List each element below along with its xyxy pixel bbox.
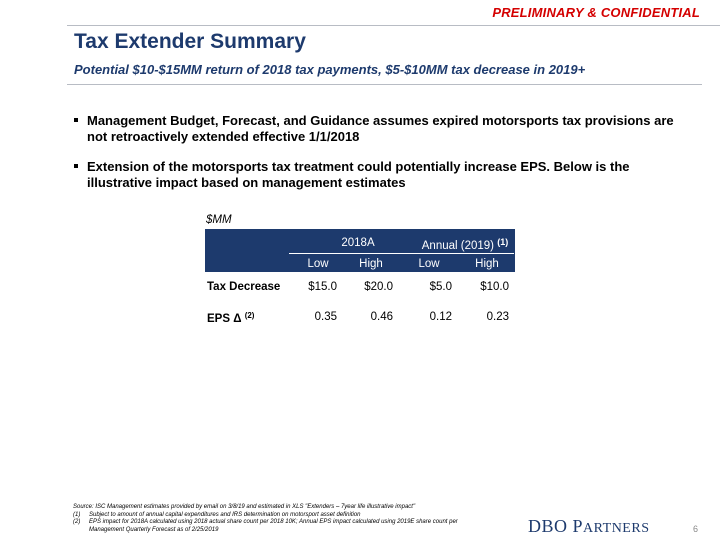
cell-value: $20.0 [364,281,393,293]
dbo-partners-logo: DBO PARTNERS [528,516,650,536]
cell-value: $5.0 [429,281,452,293]
page-subtitle: Potential $10-$15MM return of 2018 tax p… [74,62,586,77]
source-note: Source: ISC Management estimates provide… [73,504,416,510]
bullet-text: Management Budget, Forecast, and Guidanc… [87,113,674,144]
header-group-2019: Annual (2019) (1) [410,237,520,252]
footnote-ref: (1) [497,237,509,247]
subtitle-rule [67,84,702,85]
col-header-low: Low [307,258,329,270]
cell-value: 0.46 [370,311,393,323]
row-label: Tax Decrease [207,281,281,293]
col-header-high: High [359,258,383,270]
bullet-list: Management Budget, Forecast, and Guidanc… [74,113,674,205]
footnotes: Source: ISC Management estimates provide… [73,504,493,534]
square-bullet-icon [74,164,78,168]
page-title: Tax Extender Summary [74,30,306,53]
cell-value: $10.0 [480,281,509,293]
bullet-item: Management Budget, Forecast, and Guidanc… [74,113,674,144]
footnote-item: (1) Subject to amount of annual capital … [73,511,361,518]
square-bullet-icon [74,118,78,122]
header-group-2018: 2018A [341,237,375,249]
table-units-label: $MM [206,214,232,226]
footnote-item: (2) EPS impact for 2018A calculated usin… [73,519,458,533]
cell-value: 0.35 [314,311,337,323]
bullet-item: Extension of the motorsports tax treatme… [74,159,674,190]
confidential-label: PRELIMINARY & CONFIDENTIAL [492,5,700,20]
header-group-rule [405,253,514,254]
top-rule [67,0,720,26]
table-row-tax-decrease: Tax Decrease $15.0 $20.0 $5.0 $10.0 [205,281,515,297]
col-header-low: Low [418,258,440,270]
table-row-eps: EPS Δ (2) 0.35 0.46 0.12 0.23 [205,311,515,327]
page-number: 6 [693,524,699,534]
cell-value: 0.12 [429,311,452,323]
header-group-rule [289,253,429,254]
cell-value: 0.23 [486,311,509,323]
col-header-high: High [475,258,499,270]
bullet-text: Extension of the motorsports tax treatme… [87,159,630,190]
footnote-ref: (2) [244,311,255,320]
header-group-2019-label: Annual (2019) [421,240,495,252]
table-header: 2018A Annual (2019) (1) Low High Low Hig… [205,229,515,272]
row-label: EPS Δ (2) [207,311,255,325]
cell-value: $15.0 [308,281,337,293]
